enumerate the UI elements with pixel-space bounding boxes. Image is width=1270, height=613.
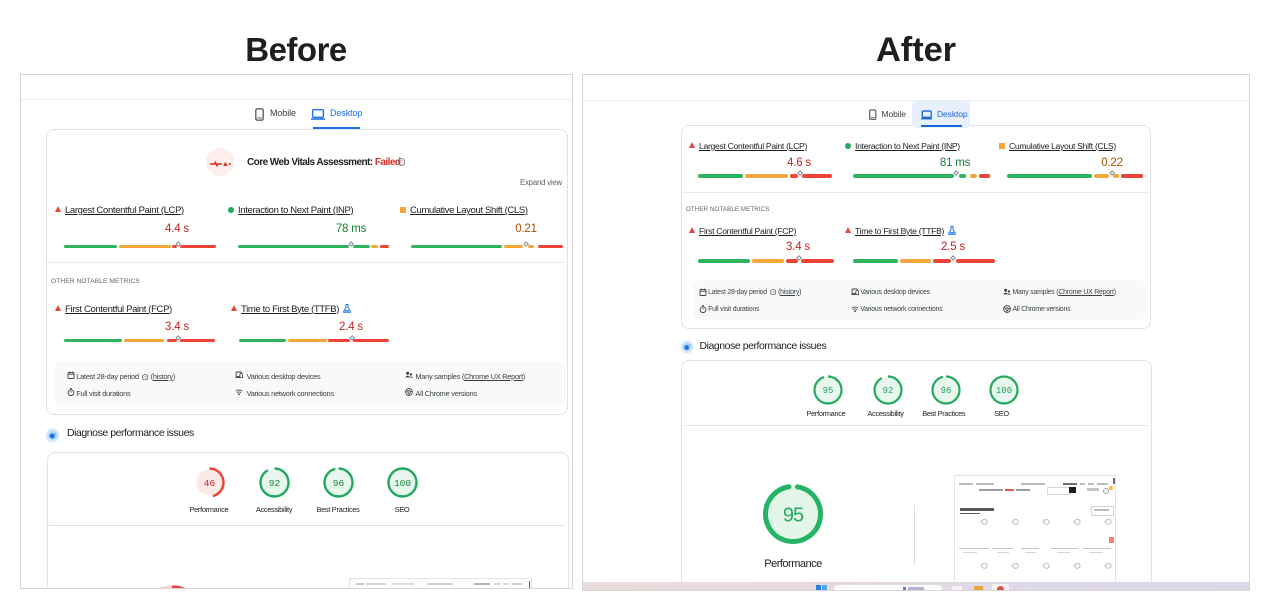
svg-text:95: 95 [783,504,804,526]
svg-text:100: 100 [995,386,1011,396]
svg-text:96: 96 [940,386,951,396]
svg-text:100: 100 [394,478,411,489]
svg-text:96: 96 [333,478,345,489]
svg-text:95: 95 [823,386,834,396]
svg-text:46: 46 [204,478,216,489]
svg-text:92: 92 [269,478,281,489]
svg-text:92: 92 [882,386,893,396]
